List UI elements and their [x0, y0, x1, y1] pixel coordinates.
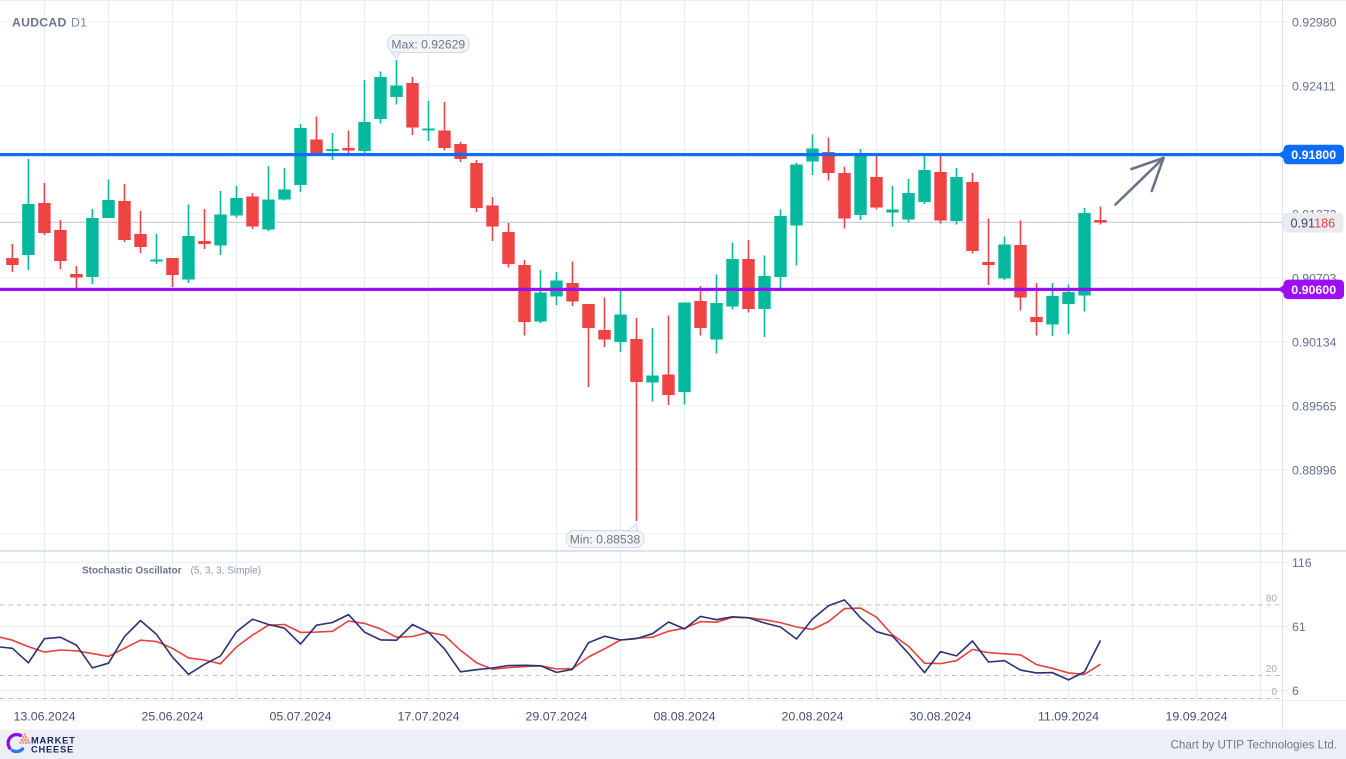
svg-text:19.09.2024: 19.09.2024	[1165, 709, 1227, 723]
svg-text:D1: D1	[71, 16, 87, 30]
svg-text:(5, 3, 3, Simple): (5, 3, 3, Simple)	[191, 566, 262, 577]
svg-text:17.07.2024: 17.07.2024	[397, 709, 459, 723]
svg-text:Max: 0.92629: Max: 0.92629	[391, 37, 465, 51]
svg-text:0.88996: 0.88996	[1292, 463, 1337, 477]
svg-text:20.08.2024: 20.08.2024	[781, 709, 843, 723]
svg-text:0.91186: 0.91186	[1291, 216, 1336, 230]
svg-text:CHEESE: CHEESE	[31, 745, 74, 755]
svg-text:08.08.2024: 08.08.2024	[653, 709, 715, 723]
svg-text:20: 20	[1266, 664, 1278, 675]
svg-text:13.06.2024: 13.06.2024	[13, 709, 75, 723]
svg-text:25.06.2024: 25.06.2024	[141, 709, 203, 723]
svg-text:0.90600: 0.90600	[1291, 283, 1336, 297]
svg-text:80: 80	[1266, 594, 1278, 605]
svg-text:61: 61	[1292, 620, 1306, 634]
svg-text:0.89565: 0.89565	[1292, 399, 1337, 413]
svg-text:Chart by UTIP Technologies Ltd: Chart by UTIP Technologies Ltd.	[1171, 739, 1337, 752]
svg-text:0.92980: 0.92980	[1292, 15, 1337, 29]
svg-text:05.07.2024: 05.07.2024	[269, 709, 331, 723]
svg-text:0.90134: 0.90134	[1292, 335, 1337, 349]
svg-text:Stochastic Oscillator: Stochastic Oscillator	[82, 566, 182, 577]
svg-text:MARKET: MARKET	[31, 736, 76, 746]
svg-text:6: 6	[1292, 684, 1299, 698]
svg-text:Min: 0.88538: Min: 0.88538	[570, 533, 641, 547]
svg-text:29.07.2024: 29.07.2024	[525, 709, 587, 723]
svg-text:0: 0	[1271, 687, 1277, 698]
svg-text:0.91800: 0.91800	[1291, 148, 1336, 162]
svg-text:116: 116	[1292, 556, 1312, 570]
svg-text:0.92411: 0.92411	[1292, 79, 1336, 93]
svg-text:11.09.2024: 11.09.2024	[1038, 709, 1099, 723]
svg-text:30.08.2024: 30.08.2024	[909, 709, 971, 723]
svg-text:AUDCAD: AUDCAD	[12, 16, 67, 30]
